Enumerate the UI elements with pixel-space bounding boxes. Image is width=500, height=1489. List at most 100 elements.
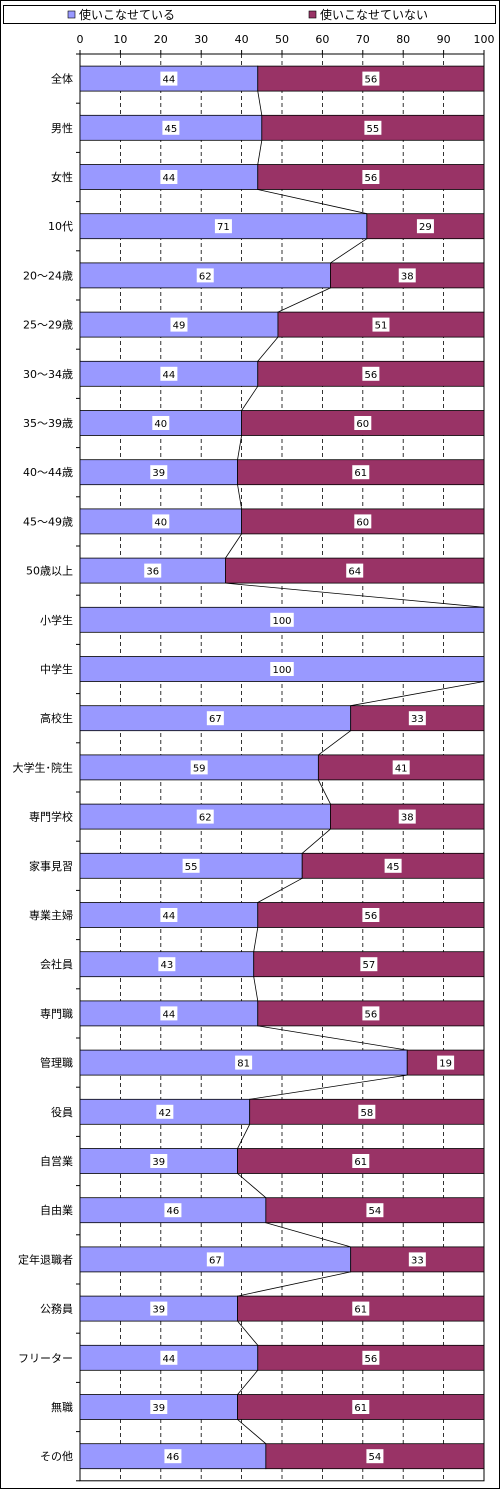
- x-tick-label: 20: [154, 33, 168, 46]
- series-line: [253, 976, 259, 1001]
- data-label-series-1-bg: [235, 1055, 253, 1070]
- x-tick-label: 10: [113, 33, 127, 46]
- data-label-series-1-bg: [160, 1006, 178, 1021]
- series-line: [237, 435, 242, 460]
- data-label-series-1-bg: [206, 1252, 224, 1267]
- data-label-series-2-bg: [352, 1301, 370, 1316]
- data-label-series-1: 44: [163, 1354, 176, 1365]
- data-label-series-1: 62: [199, 813, 212, 824]
- bar-series-2: [301, 852, 485, 879]
- data-label-series-2: 57: [362, 960, 375, 971]
- data-label-series-2: 38: [401, 813, 414, 824]
- data-label-series-2: 58: [360, 1108, 373, 1119]
- category-label: 女性: [51, 170, 73, 184]
- data-label-series-2-bg: [354, 514, 372, 529]
- data-label-series-1: 71: [217, 222, 230, 233]
- category-label: 35～39歳: [23, 417, 73, 430]
- category-label: 自由業: [40, 1203, 73, 1217]
- series-line: [257, 140, 263, 165]
- data-label-series-1: 49: [173, 321, 186, 332]
- series-line: [237, 1271, 351, 1297]
- data-label-series-2-bg: [352, 1400, 370, 1414]
- data-label-series-2-bg: [408, 1252, 426, 1267]
- data-label-series-1-bg: [158, 957, 176, 972]
- data-label-series-1-bg: [170, 317, 188, 332]
- data-label-series-1: 45: [165, 124, 178, 135]
- data-label-series-2: 60: [356, 419, 369, 430]
- category-label: 小学生: [40, 613, 73, 627]
- series-line: [237, 1124, 251, 1149]
- data-label-series-2-bg: [362, 170, 380, 184]
- category-label: 50歳以上: [26, 565, 73, 578]
- data-label-series-1-bg: [162, 120, 180, 135]
- data-label-series-2: 64: [348, 567, 361, 578]
- category-label: 役員: [51, 1105, 73, 1119]
- category-label: 大学生･院生: [13, 760, 74, 774]
- data-label-series-2: 38: [401, 271, 414, 282]
- series-line: [257, 1025, 408, 1051]
- data-label-series-1: 43: [160, 960, 173, 971]
- data-label-series-1: 44: [163, 75, 176, 86]
- data-label-series-1: 59: [193, 763, 206, 774]
- category-label: 専業主婦: [29, 908, 73, 922]
- bar-series-2: [253, 951, 485, 978]
- category-label: 専門学校: [29, 810, 73, 824]
- series-line: [237, 484, 242, 509]
- data-label-series-2-bg: [362, 908, 380, 922]
- data-label-series-2-bg: [362, 1350, 380, 1365]
- series-line: [350, 681, 485, 707]
- category-label: 10代: [48, 220, 73, 233]
- data-label-series-1-bg: [164, 1449, 182, 1464]
- x-tick-label: 0: [77, 33, 84, 46]
- series-line: [318, 730, 351, 756]
- data-label-series-1-bg: [206, 711, 224, 726]
- category-label: 20～24歳: [23, 269, 73, 282]
- data-label-series-2: 29: [419, 222, 432, 233]
- data-label-series-2-bg: [364, 120, 382, 135]
- category-label: 30～34歳: [23, 368, 73, 381]
- data-label-series-2-bg: [354, 416, 372, 430]
- data-label-series-2: 56: [365, 370, 378, 381]
- category-label: 管理職: [40, 1056, 73, 1070]
- data-label-series-1: 67: [209, 1255, 222, 1266]
- data-label-series-1-bg: [270, 612, 294, 627]
- data-label-series-2: 55: [367, 124, 380, 135]
- x-tick-label: 80: [396, 33, 410, 46]
- data-label-series-2: 56: [365, 75, 378, 86]
- data-label-series-1: 39: [152, 1157, 165, 1168]
- data-label-series-2-bg: [352, 465, 370, 480]
- data-label-series-1: 39: [152, 468, 165, 479]
- x-tick-label: 40: [235, 33, 249, 46]
- data-label-series-1: 36: [146, 567, 159, 578]
- data-label-series-2: 56: [365, 1009, 378, 1020]
- series-line: [237, 1370, 259, 1395]
- data-label-series-1-bg: [164, 1203, 182, 1218]
- data-label-series-1-bg: [150, 1400, 168, 1414]
- series-line: [330, 238, 368, 264]
- data-label-series-2: 33: [411, 1255, 424, 1266]
- legend-swatch-series-1: [67, 10, 76, 19]
- category-label: 男性: [51, 121, 73, 135]
- series-line: [253, 927, 259, 952]
- legend-label-series-2: 使いこなせていない: [320, 7, 428, 22]
- data-label-series-2: 45: [387, 862, 400, 873]
- category-label: 25～29歳: [23, 319, 73, 332]
- data-label-series-1-bg: [182, 858, 200, 873]
- series-line: [225, 533, 242, 559]
- series-line: [265, 1222, 351, 1248]
- data-label-series-1: 46: [167, 1452, 180, 1463]
- data-label-series-2: 56: [365, 1354, 378, 1365]
- data-label-series-1-bg: [160, 1350, 178, 1365]
- data-label-series-2-bg: [398, 809, 416, 824]
- data-label-series-1: 67: [209, 714, 222, 725]
- category-label: 高校生: [40, 711, 73, 725]
- series-line: [301, 828, 331, 854]
- data-label-series-2-bg: [366, 1203, 384, 1218]
- data-label-series-2: 56: [365, 911, 378, 922]
- data-label-series-1: 44: [163, 1009, 176, 1020]
- x-tick-label: 70: [356, 33, 370, 46]
- data-label-series-2: 51: [375, 321, 388, 332]
- data-label-series-1-bg: [196, 268, 214, 283]
- data-label-series-1: 40: [154, 419, 167, 430]
